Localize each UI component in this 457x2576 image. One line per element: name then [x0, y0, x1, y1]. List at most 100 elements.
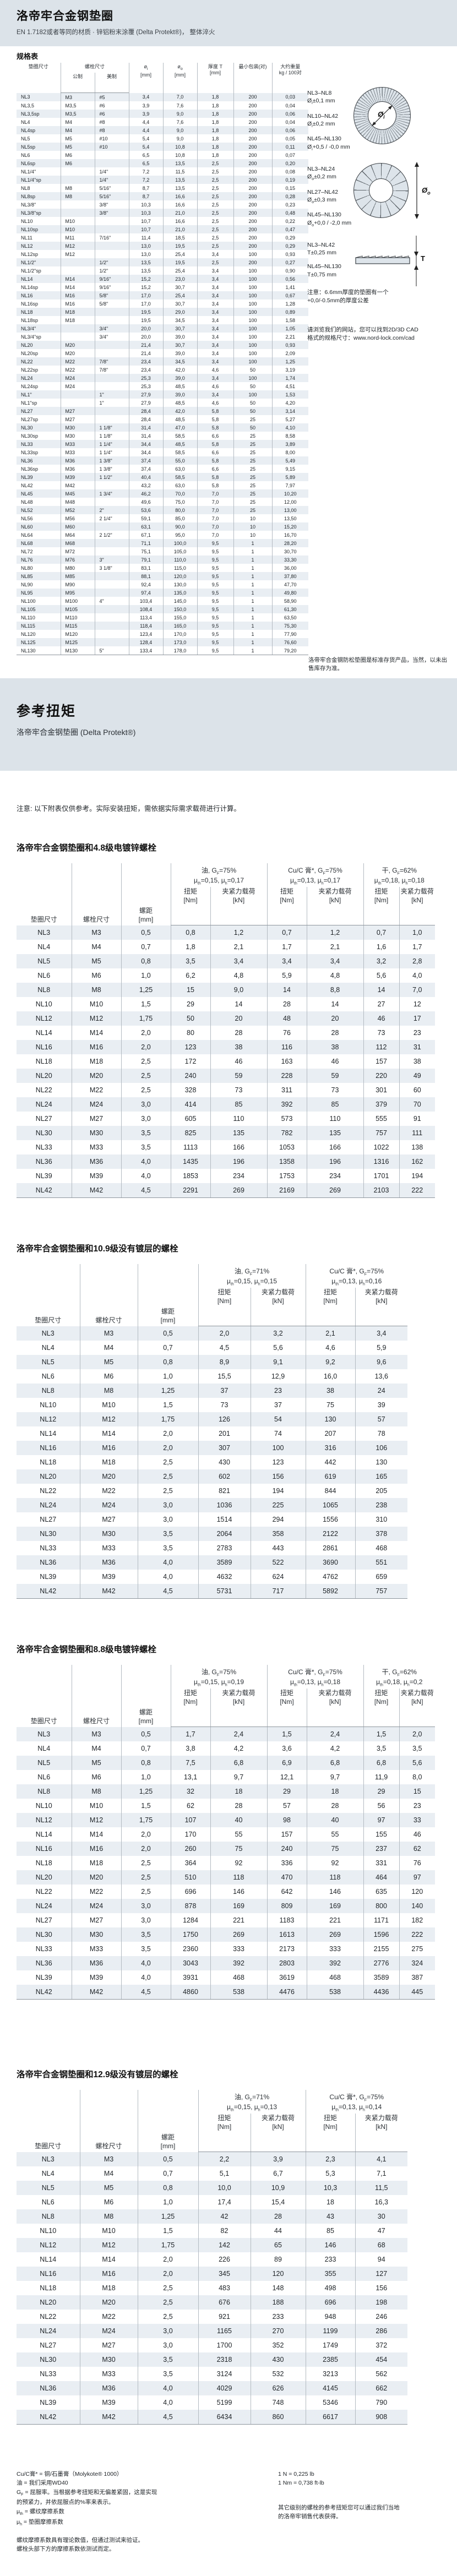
table-cell: 6,8 — [306, 1756, 364, 1770]
table-cell: M18 — [60, 308, 95, 316]
table-cell: 25 — [233, 440, 273, 448]
table-cell: 3043 — [170, 1956, 210, 1970]
table-cell: 7/8" — [94, 366, 129, 374]
table-cell: 921 — [198, 2310, 251, 2324]
table-row: NL36 M36 4,0 3589 522 3690 551 — [17, 1555, 408, 1570]
table-cell: 3,4 — [197, 357, 234, 366]
table-row: NL33 M33 3,5 2360 333 2173 333 2155 275 — [17, 1942, 436, 1956]
table-cell: 13,5 — [128, 258, 164, 266]
table-cell: NL16 — [35, 1845, 52, 1853]
table-row: NL33 M33 3,5 3124 532 3213 562 — [17, 2367, 408, 2381]
table-cell: 182 — [399, 1913, 436, 1927]
text-line: 其它级别的螺栓的参考扭矩您可以通过我们当地 — [278, 2504, 400, 2511]
table-cell: 89 — [250, 2252, 306, 2267]
table-cell: 10,7 — [128, 217, 164, 225]
table-row: NL14 M14 2,0 80 28 76 28 73 23 — [17, 1026, 436, 1040]
table-cell: NL42 — [17, 1584, 80, 1599]
table-row: NL27 M27 3,0 1700 352 1749 372 — [17, 2338, 408, 2352]
table-cell: NL18 — [40, 1458, 57, 1466]
table-cell: 7,0 — [197, 498, 234, 506]
col-pitch: 螺距 [mm] — [121, 1665, 171, 1727]
table-cell: 67,1 — [128, 531, 164, 539]
table-cell: 0,5 — [137, 1326, 198, 1341]
table-cell: 25,3 — [128, 382, 164, 390]
table-cell: 112 — [363, 1040, 400, 1054]
text-line: 1 N = 0,225 lb — [278, 2471, 314, 2477]
table-cell: 1,25 — [137, 2209, 198, 2224]
table-cell: 0,8 — [121, 954, 171, 968]
table-cell: 9,0 — [162, 110, 198, 118]
table-cell: 5892 — [305, 1584, 355, 1599]
table-cell: 5199 — [198, 2395, 251, 2410]
table-cell: 7,0 — [197, 514, 234, 522]
table-cell: 0,5 — [137, 2152, 198, 2166]
table-cell: 0,8 — [121, 1756, 171, 1770]
table-row: NL64 M64 2 1/2" 67,1 95,0 7,0 10 16,70 — [17, 531, 309, 539]
table-cell: 63,50 — [271, 613, 309, 622]
table-cell: 0,56 — [271, 275, 309, 283]
table-row: NL14sp M14 9/16" 15,2 30,7 3,4 100 1,41 — [17, 283, 309, 291]
table-cell: 50 — [233, 407, 273, 415]
text-line: NL45–NL130 Øi+0,5 / -0,0 mm — [307, 135, 350, 151]
table-cell — [94, 349, 129, 357]
table-cell: 9,5 — [197, 613, 234, 622]
table-cell: 1,28 — [271, 299, 309, 308]
table-cell: M105 — [60, 605, 95, 613]
table-cell: 2,5 — [197, 167, 234, 176]
table-cell: 2,4 — [210, 1727, 267, 1741]
table-cell: 10 — [233, 531, 273, 539]
col-clamp: 夹紧力载荷 [kN] — [306, 1689, 364, 1727]
washer-side-view-diagram — [355, 236, 418, 286]
table-cell: 9,5 — [197, 580, 234, 589]
table-cell: 0,29 — [271, 242, 309, 250]
table-cell: 29,0 — [162, 308, 198, 316]
table-cell: 3,9 — [128, 110, 164, 118]
torque-table-10-9: 垫圈尺寸 螺栓尺寸 螺距 [mm] 油, GF=71% μth=0,15, μh=0… — [17, 1264, 408, 1599]
table-cell: M10 — [79, 1398, 138, 1412]
table-row: NL33 M33 3,5 1113 166 1053 166 1022 138 — [17, 1140, 436, 1154]
table-cell: 790 — [355, 2395, 408, 2410]
table-cell: NL56 — [21, 515, 33, 521]
table-cell: NL27sp — [21, 416, 39, 422]
table-cell: M22 — [71, 1083, 121, 1097]
table-row: NL18sp M18 19,5 34,5 3,4 100 1,58 — [17, 316, 309, 324]
table-cell: 28,20 — [271, 539, 309, 547]
table-cell: 0,8 — [170, 925, 210, 940]
table-cell: 128,4 — [128, 638, 164, 646]
table-cell: 1,75 — [121, 1011, 171, 1026]
table-row: NL8 M8 1,25 37 23 38 24 — [17, 1384, 408, 1398]
table-cell: M4 — [79, 1341, 138, 1355]
table-cell: NL36 — [35, 1959, 52, 1967]
table-cell: 75 — [210, 1842, 267, 1856]
table-cell: 58,90 — [271, 597, 309, 605]
table-cell: 1753 — [266, 1169, 307, 1183]
table-cell: 860 — [250, 2410, 306, 2425]
table-cell: 11,5 — [162, 167, 198, 176]
table-cell: 15,5 — [198, 1369, 251, 1384]
table-cell: 27,9 — [128, 390, 164, 399]
table-cell: 3" — [94, 555, 129, 564]
table-row: NL24sp M24 25,3 48,5 4,6 50 4,51 — [17, 382, 309, 390]
table-cell: 200 — [233, 151, 273, 159]
table-cell — [94, 589, 129, 597]
table-cell: 4,5 — [137, 1584, 198, 1599]
table-cell: 0,06 — [271, 126, 309, 134]
table-cell: 1 — [233, 622, 273, 630]
table-cell — [94, 374, 129, 382]
table-cell: 55 — [306, 1827, 364, 1842]
text-line: 1 Nm = 0,738 ft-lb — [278, 2480, 324, 2487]
table-cell: NL18 — [35, 1859, 52, 1867]
table-cell: NL24 — [40, 2327, 57, 2335]
table-cell: NL8 — [41, 1387, 55, 1395]
table-cell: 3/8" — [94, 200, 129, 209]
table-cell: 173,0 — [162, 638, 198, 646]
table-cell: 200 — [233, 159, 273, 167]
table-cell: 3,4 — [197, 390, 234, 399]
torque-table-8-8: 垫圈尺寸 螺栓尺寸 螺距 [mm] 油, GF=75% μth=0,15, μh=0… — [17, 1665, 436, 2000]
table-cell: 1 — [233, 555, 273, 564]
table-cell: 2,0 — [137, 2267, 198, 2281]
table-cell: 30,7 — [162, 299, 198, 308]
table-cell: 75 — [305, 1398, 355, 1412]
table-cell: 5,27 — [271, 415, 309, 423]
table-cell: 33,30 — [271, 555, 309, 564]
